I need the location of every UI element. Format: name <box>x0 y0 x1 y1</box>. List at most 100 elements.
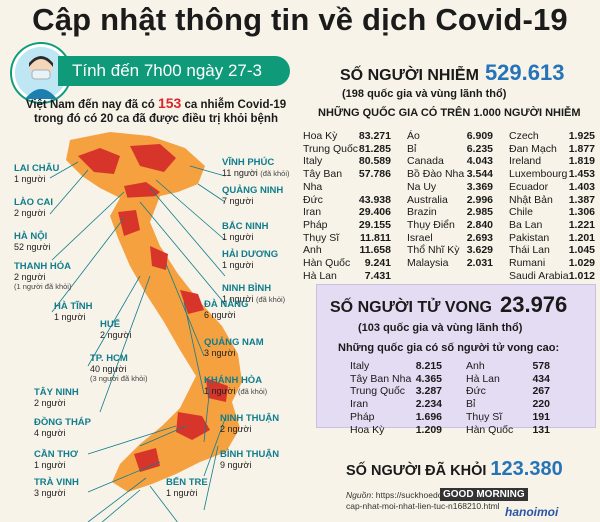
country-name: Pháp <box>350 410 375 423</box>
country-value: 1.045 <box>568 244 595 257</box>
province-name: KHÁNH HÒA <box>204 375 263 386</box>
province-count: 11 người <box>222 168 258 178</box>
source-label: Nguồn <box>346 490 372 500</box>
infected-row: Hà Lan 7.431 <box>303 270 391 283</box>
infected-label: SỐ NGƯỜI NHIỄM <box>340 67 479 84</box>
country-name: Czech <box>509 130 539 142</box>
country-value: 220 <box>532 398 550 411</box>
country-name: Bỉ <box>466 398 476 411</box>
country-value: 131 <box>532 423 550 436</box>
deaths-panel <box>316 284 596 428</box>
country-name: Trung Quốc <box>350 385 406 398</box>
page-title: Cập nhật thông tin về dịch Covid-19 <box>32 2 568 37</box>
infected-row: Saudi Arabia 1.012 <box>509 270 595 283</box>
province-count: 1 người <box>14 174 46 184</box>
deaths-row: Trung Quốc 3.287 <box>350 385 442 398</box>
country-value: 1.387 <box>568 193 595 206</box>
country-value: 434 <box>532 372 550 385</box>
province-count: 52 người <box>14 242 51 252</box>
infected-row: Thổ Nhĩ Kỳ 3.629 <box>407 244 493 257</box>
deaths-row: Pháp 1.696 <box>350 411 442 424</box>
summary-pre: Việt Nam đến nay đã có <box>25 99 158 111</box>
country-name: Đức <box>303 193 323 206</box>
country-value: 4.365 <box>415 372 442 385</box>
vietnam-summary: Việt Nam đến nay đã có 153 ca nhiễm Covi… <box>6 96 306 126</box>
country-name: Rumani <box>509 257 546 270</box>
infected-column-2: Áo 6.909 Bỉ 6.235 Canada 4.043 Bồ Đào Nha 3.544… <box>407 130 493 270</box>
country-name: Tây Ban Nha <box>303 168 343 193</box>
country-name: Luxembourg <box>509 168 568 181</box>
infected-row: Hoa Kỳ 83.271 <box>303 130 391 143</box>
infected-row: Ireland 1.819 <box>509 155 595 168</box>
province-note: (3 người đã khỏi) <box>90 374 148 383</box>
province-lao-cai: LÀO CAI 2 người <box>14 198 53 219</box>
province-ben-tre: BẾN TRE 1 người <box>166 477 208 499</box>
province-name: TÂY NINH <box>34 387 79 398</box>
country-value: 9.241 <box>364 257 391 270</box>
province-name: BẾN TRE <box>166 477 208 488</box>
province-ninh-thuan: NINH THUẬN 2 người <box>220 413 280 435</box>
country-value: 1.306 <box>568 206 595 219</box>
country-value: 57.786 <box>358 168 391 181</box>
country-name: Thái Lan <box>509 244 550 257</box>
summary-line2: trong đó có 20 ca đã được điều trị khỏi … <box>34 113 278 125</box>
province-count: 3 người <box>34 488 66 498</box>
infected-row: Đức 43.938 <box>303 194 391 207</box>
province-count: 2 người <box>14 272 46 282</box>
infected-row: Nhật Bản 1.387 <box>509 194 595 207</box>
province-hai-duong: HẢI DƯƠNG 1 người <box>222 249 279 271</box>
infected-row: Italy 80.589 <box>303 155 391 168</box>
date-banner: Tính đến 7h00 ngày 27-3 <box>58 56 290 86</box>
map-north-red-1 <box>78 148 120 174</box>
province-can-tho: CẦN THƠ 1 người <box>34 450 78 471</box>
province-hue: HUẾ 2 người <box>100 320 132 341</box>
province-count: 1 người <box>222 260 254 270</box>
country-name: Áo <box>407 130 420 142</box>
infected-row: Ba Lan 1.221 <box>509 219 595 232</box>
country-value: 83.271 <box>358 130 391 142</box>
province-name: LAI CHÂU <box>14 163 60 174</box>
country-value: 1.221 <box>568 218 595 231</box>
country-value: 2.031 <box>466 257 493 270</box>
vietnam-map <box>49 132 242 522</box>
country-value: 267 <box>532 385 550 398</box>
province-name: TP. HCM <box>90 353 128 364</box>
country-value: 81.285 <box>358 142 391 155</box>
recovered-total: 123.380 <box>490 458 563 480</box>
deaths-subtitle: (103 quốc gia và vùng lãnh thổ) <box>358 322 523 334</box>
country-value: 6.235 <box>466 142 493 155</box>
country-name: Ireland <box>509 155 542 168</box>
infected-row: Australia 2.996 <box>407 194 493 207</box>
province-count: 2 người <box>34 398 66 408</box>
infected-row: Thái Lan 1.045 <box>509 244 595 257</box>
country-name: Trung Quốc <box>303 142 359 155</box>
deaths-total: 23.976 <box>499 292 568 317</box>
province-count: 1 người <box>34 460 66 470</box>
country-name: Bỉ <box>407 142 417 155</box>
province-count: 2 người <box>100 330 132 340</box>
country-value: 191 <box>532 410 550 423</box>
country-name: Saudi Arabia <box>509 269 569 282</box>
province-quang-nam: QUẢNG NAM 3 người <box>204 338 264 359</box>
province-name: HẢI DƯƠNG <box>222 249 279 260</box>
country-name: Pakistan <box>509 231 550 244</box>
province-count: 2 người <box>220 424 252 434</box>
province-name: NINH THUẬN <box>220 413 280 424</box>
province-count: 9 người <box>220 460 252 470</box>
deaths-row: Anh 578 <box>466 360 550 373</box>
infected-row: Trung Quốc 81.285 <box>303 143 391 156</box>
province-tp-hcm: TP. HCM 40 người (3 người đã khỏi) <box>90 354 160 384</box>
infected-row: Canada 4.043 <box>407 155 493 168</box>
infected-row: Czech 1.925 <box>509 130 595 143</box>
map-south-red-1 <box>176 412 210 440</box>
country-value: 1.029 <box>568 257 595 270</box>
country-name: Na Uy <box>407 180 437 193</box>
source-citation: Nguồn: https://suckhoedoisong.vn/ cap-nh… <box>346 490 500 511</box>
map-south-red-3 <box>206 378 228 402</box>
country-name: Hàn Quốc <box>466 423 514 436</box>
infected-row: Anh 11.658 <box>303 244 391 257</box>
country-name: Thổ Nhĩ Kỳ <box>407 244 460 257</box>
province-count: 7 người <box>222 196 254 206</box>
map-south-red-2 <box>134 448 160 472</box>
infected-column-1: Hoa Kỳ 83.271 Trung Quốc 81.285 Italy 80.589 T… <box>303 130 391 282</box>
